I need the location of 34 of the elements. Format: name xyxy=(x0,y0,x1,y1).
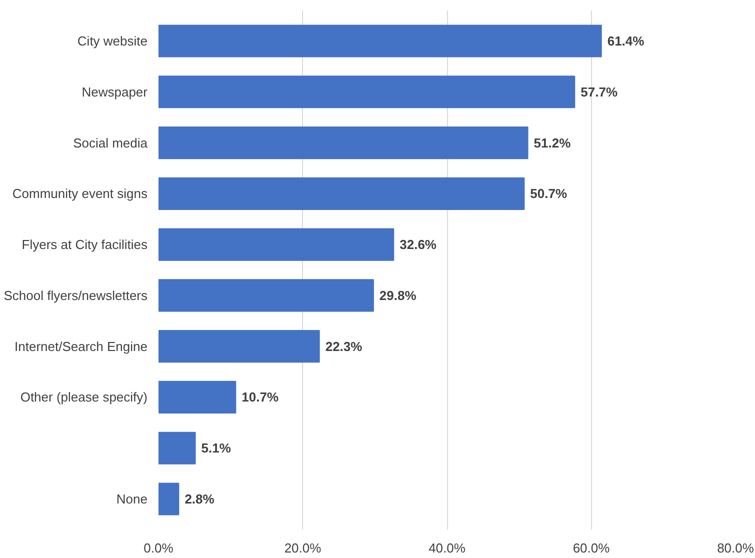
y-tick-label: None xyxy=(116,491,148,506)
bar xyxy=(158,76,576,108)
data-label: 57.7% xyxy=(580,84,618,100)
y-tick-label: Internet/Search Engine xyxy=(14,338,148,354)
data-label: 2.8% xyxy=(184,491,215,506)
x-tick-label: 40.0% xyxy=(428,540,466,556)
data-label: 61.4% xyxy=(607,34,645,49)
data-label: 29.8% xyxy=(379,288,417,303)
bar xyxy=(158,330,320,363)
data-label: 51.2% xyxy=(534,135,572,150)
data-label: 50.7% xyxy=(530,186,568,202)
x-tick-label: 80.0% xyxy=(717,540,754,556)
data-label: 32.6% xyxy=(400,237,437,252)
y-tick-label: Other (please specify) xyxy=(20,390,148,405)
y-tick-label: Community event signs xyxy=(12,186,148,202)
bar xyxy=(158,126,528,160)
data-label: 5.1% xyxy=(201,440,232,456)
x-tick-label: 60.0% xyxy=(572,540,610,556)
bar xyxy=(158,279,374,312)
data-label: 22.3% xyxy=(325,338,363,354)
bar xyxy=(158,228,394,261)
data-label: 10.7% xyxy=(242,390,279,405)
bar xyxy=(158,482,180,516)
bar xyxy=(158,432,196,464)
y-tick-label: City website xyxy=(77,34,148,49)
bar xyxy=(158,177,525,210)
bar xyxy=(158,380,236,414)
y-tick-label: Newspaper xyxy=(82,84,148,100)
x-tick-label: 20.0% xyxy=(284,540,322,556)
y-tick-label: School flyers/newsletters xyxy=(4,288,148,303)
bar xyxy=(158,24,602,58)
y-tick-label: Social media xyxy=(73,135,148,150)
y-tick-label: Flyers at City facilities xyxy=(22,237,148,252)
x-tick-label: 0.0% xyxy=(144,540,174,556)
